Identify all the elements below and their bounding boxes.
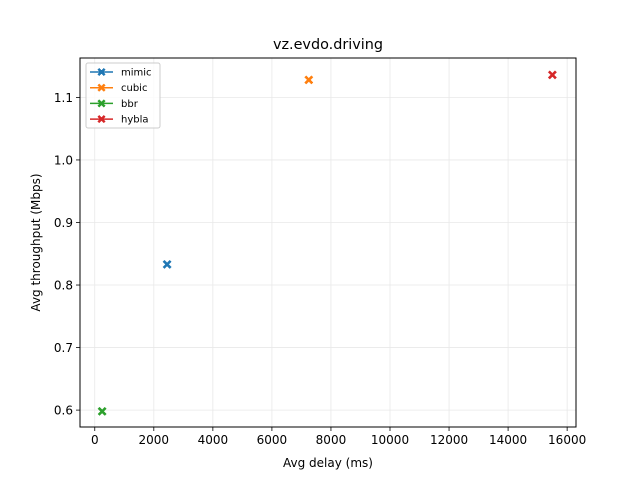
y-tick-label: 1.0 — [54, 153, 73, 167]
legend-label-mimic: mimic — [121, 68, 152, 79]
x-tick-label: 0 — [91, 433, 99, 447]
data-point-mimic — [162, 259, 172, 269]
x-tick-label: 4000 — [198, 433, 229, 447]
y-tick-label: 0.8 — [54, 279, 73, 293]
y-axis-label: Avg throughput (Mbps) — [29, 173, 43, 311]
legend: mimic cubic bbr hybla — [85, 62, 161, 129]
x-tick-label: 2000 — [139, 433, 170, 447]
legend-marker-mimic — [97, 67, 106, 77]
legend-label-cubic: cubic — [121, 83, 147, 94]
x-axis-label: Avg delay (ms) — [283, 456, 373, 470]
data-point-hybla — [547, 70, 557, 80]
plot-area-frame — [79, 57, 577, 428]
data-point-bbr — [97, 406, 107, 416]
x-tick-label: 10000 — [371, 433, 409, 447]
legend-label-hybla: hybla — [121, 115, 149, 126]
grid-lines — [80, 58, 576, 427]
x-tick-label: 6000 — [257, 433, 288, 447]
data-point-cubic — [304, 75, 314, 85]
legend-label-bbr: bbr — [121, 99, 139, 110]
legend-marker-cubic — [97, 83, 106, 92]
y-tick-label: 0.7 — [54, 341, 73, 355]
x-tick-label: 8000 — [316, 433, 347, 447]
legend-frame — [85, 62, 161, 129]
y-tick-label: 0.6 — [54, 404, 73, 418]
x-tick-label: 16000 — [548, 433, 586, 447]
y-tick-label: 0.9 — [54, 216, 73, 230]
x-tick-label: 12000 — [430, 433, 468, 447]
data-points — [97, 70, 557, 416]
y-tick-label: 1.1 — [54, 91, 73, 105]
legend-marker-hybla — [97, 114, 106, 124]
legend-marker-bbr — [97, 99, 106, 108]
x-tick-label: 14000 — [489, 433, 527, 447]
axes: 0 2000 4000 6000 8000 10000 12000 14000 16000 0.6… — [54, 91, 586, 447]
chart-title: vz.evdo.driving — [273, 37, 383, 53]
